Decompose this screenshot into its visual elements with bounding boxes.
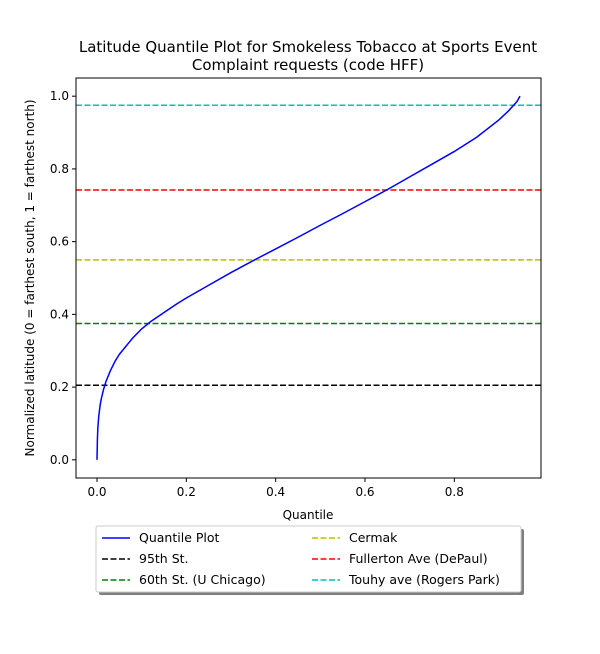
- x-tick-label: 0.2: [177, 485, 196, 499]
- legend-label: 95th St.: [139, 551, 189, 566]
- y-axis-label: Normalized latitude (0 = farthest south,…: [23, 100, 37, 457]
- x-axis-ticks: 0.0 0.2 0.4 0.6 0.8: [87, 478, 464, 499]
- x-tick-label: 0.0: [87, 485, 106, 499]
- chart-title-line-1: Latitude Quantile Plot for Smokeless Tob…: [79, 38, 537, 56]
- legend-label: 60th St. (U Chicago): [139, 572, 266, 587]
- x-tick-label: 0.6: [355, 485, 374, 499]
- y-tick-label: 0.2: [50, 380, 69, 394]
- x-tick-label: 0.8: [445, 485, 464, 499]
- data-series: [96, 95, 521, 460]
- legend-label: Fullerton Ave (DePaul): [349, 551, 488, 566]
- x-axis-label: Quantile: [283, 508, 334, 522]
- series-line-quantile-plot: [96, 95, 521, 460]
- legend-items: Quantile Plot 95th St. 60th St. (U Chicago…: [102, 530, 500, 587]
- legend-label: Touhy ave (Rogers Park): [348, 572, 500, 587]
- y-tick-label: 0.0: [50, 453, 69, 467]
- y-tick-label: 0.6: [50, 235, 69, 249]
- y-tick-label: 0.8: [50, 162, 69, 176]
- x-tick-label: 0.4: [266, 485, 285, 499]
- chart-title-line-2: Complaint requests (code HFF): [192, 56, 424, 74]
- legend-label: Cermak: [349, 530, 398, 545]
- reference-lines: [76, 104, 541, 387]
- legend-box: [95, 525, 522, 593]
- y-axis-ticks: 0.0 0.2 0.4 0.6 0.8 1.0: [50, 89, 76, 467]
- legend: Quantile Plot 95th St. 60th St. (U Chicago…: [95, 525, 524, 595]
- plot-area-frame: [75, 77, 542, 479]
- legend-label: Quantile Plot: [139, 530, 220, 545]
- y-tick-label: 0.4: [50, 307, 69, 321]
- y-tick-label: 1.0: [50, 89, 69, 103]
